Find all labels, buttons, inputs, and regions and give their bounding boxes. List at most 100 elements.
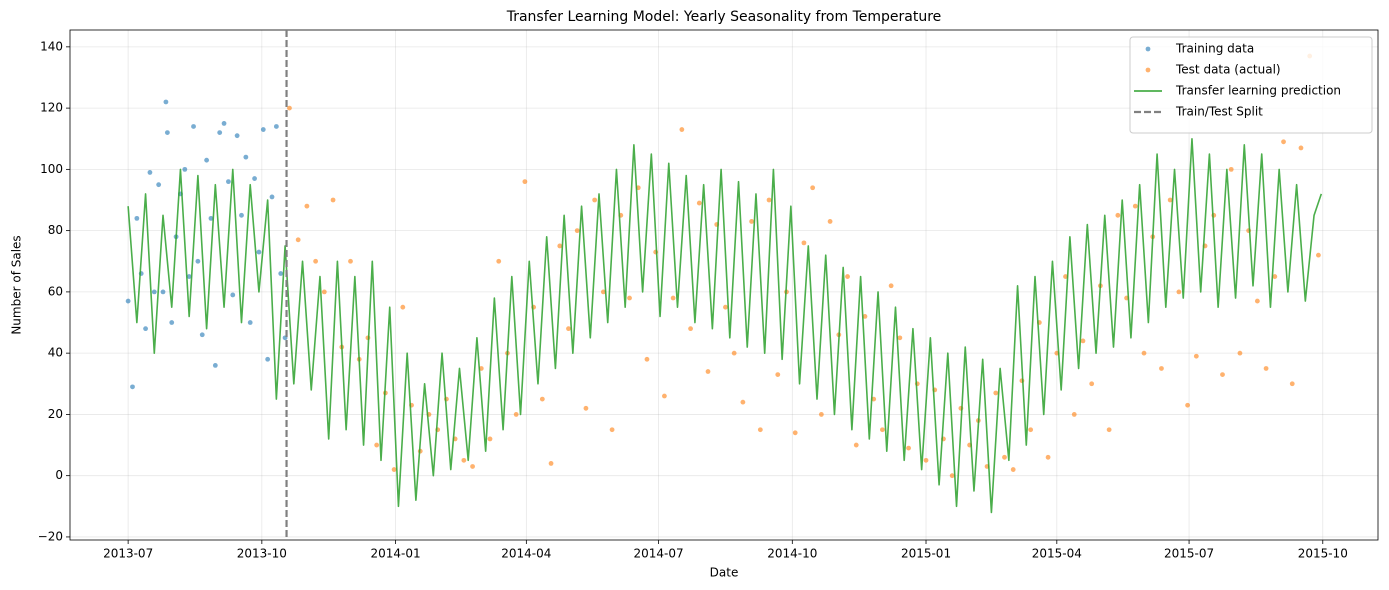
- data-point: [1089, 381, 1095, 387]
- data-point: [391, 467, 397, 472]
- legend-label: Training data: [1175, 42, 1254, 56]
- data-point: [513, 412, 519, 417]
- data-point: [548, 461, 554, 466]
- data-point: [801, 240, 807, 246]
- data-point: [125, 298, 131, 304]
- data-point: [1115, 212, 1121, 218]
- data-point: [880, 427, 885, 433]
- data-point: [221, 121, 227, 126]
- data-point: [156, 182, 162, 188]
- data-point: [199, 332, 205, 338]
- data-point: [949, 473, 955, 479]
- x-tick-label: 2014-01: [370, 547, 420, 561]
- data-point: [164, 130, 170, 136]
- y-tick-label: 0: [55, 468, 63, 482]
- data-point: [1167, 197, 1173, 203]
- data-point: [845, 274, 850, 279]
- data-point: [1316, 252, 1321, 258]
- data-point: [212, 363, 218, 368]
- x-tick-label: 2015-10: [1298, 547, 1348, 561]
- data-point: [731, 350, 737, 356]
- data-point: [818, 412, 824, 417]
- data-point: [705, 369, 711, 374]
- data-point: [217, 130, 223, 136]
- data-point: [400, 304, 406, 310]
- data-point: [853, 442, 859, 448]
- y-tick-label: 120: [40, 101, 63, 115]
- data-point: [522, 179, 528, 185]
- data-point: [243, 154, 249, 160]
- data-point: [130, 384, 135, 390]
- y-tick-label: 100: [40, 162, 63, 176]
- data-point: [247, 320, 253, 325]
- data-point: [679, 127, 685, 132]
- data-point: [644, 356, 650, 362]
- data-point: [273, 124, 279, 129]
- data-point: [1185, 402, 1191, 408]
- data-point: [1132, 203, 1138, 209]
- data-point: [182, 166, 188, 172]
- data-point: [662, 393, 667, 399]
- data-point: [252, 176, 257, 181]
- data-point: [1141, 350, 1147, 356]
- chart-title: Transfer Learning Model: Yearly Seasonal…: [506, 9, 942, 25]
- x-tick-label: 2015-01: [901, 547, 951, 561]
- x-tick-label: 2015-04: [1032, 547, 1082, 561]
- x-tick-label: 2015-07: [1164, 547, 1214, 561]
- data-point: [230, 292, 236, 298]
- x-axis-label: Date: [710, 566, 739, 580]
- x-tick-label: 2014-04: [501, 547, 551, 561]
- data-point: [260, 127, 266, 132]
- y-axis-label: Number of Sales: [10, 235, 24, 334]
- data-point: [160, 289, 166, 295]
- data-point: [539, 396, 545, 402]
- data-point: [1237, 350, 1243, 356]
- data-point: [1193, 353, 1199, 359]
- data-point: [906, 445, 911, 451]
- data-point: [374, 442, 380, 448]
- data-point: [1228, 166, 1234, 172]
- data-point: [609, 427, 615, 433]
- legend-label: Transfer learning prediction: [1175, 84, 1341, 98]
- data-point: [1002, 454, 1007, 460]
- data-point: [688, 326, 693, 332]
- data-point: [696, 200, 702, 206]
- y-tick-label: 20: [48, 407, 63, 421]
- data-point: [1080, 338, 1086, 344]
- data-point: [195, 258, 201, 264]
- data-point: [496, 258, 502, 264]
- legend-marker: [1145, 46, 1151, 52]
- data-point: [862, 313, 868, 319]
- x-tick-label: 2013-07: [103, 547, 153, 561]
- x-tick-label: 2014-07: [634, 547, 684, 561]
- data-point: [1028, 427, 1034, 433]
- data-point: [256, 249, 262, 255]
- data-point: [1159, 366, 1164, 371]
- data-point: [1272, 274, 1278, 279]
- data-point: [134, 215, 140, 221]
- data-point: [204, 157, 210, 163]
- data-point: [993, 390, 999, 396]
- data-point: [470, 464, 475, 469]
- data-point: [287, 105, 292, 111]
- layer: −20 0 20 40 60 80 100 120 140 2013-07 2013-10 2014-…: [38, 29, 1379, 561]
- data-point: [487, 436, 493, 442]
- x-tick-label: 2014-10: [767, 547, 817, 561]
- data-point: [1281, 139, 1286, 145]
- data-point: [897, 335, 903, 341]
- data-point: [574, 228, 580, 234]
- data-point: [775, 372, 781, 377]
- data-point: [143, 326, 148, 332]
- data-point: [295, 237, 301, 243]
- data-point: [265, 356, 271, 362]
- data-point: [313, 258, 319, 264]
- data-point: [1298, 145, 1304, 151]
- legend-label: Train/Test Split: [1175, 105, 1263, 119]
- legend-marker: [1145, 67, 1151, 73]
- data-point: [461, 457, 467, 463]
- data-point: [278, 271, 284, 276]
- data-point: [592, 197, 598, 203]
- data-point: [151, 289, 157, 295]
